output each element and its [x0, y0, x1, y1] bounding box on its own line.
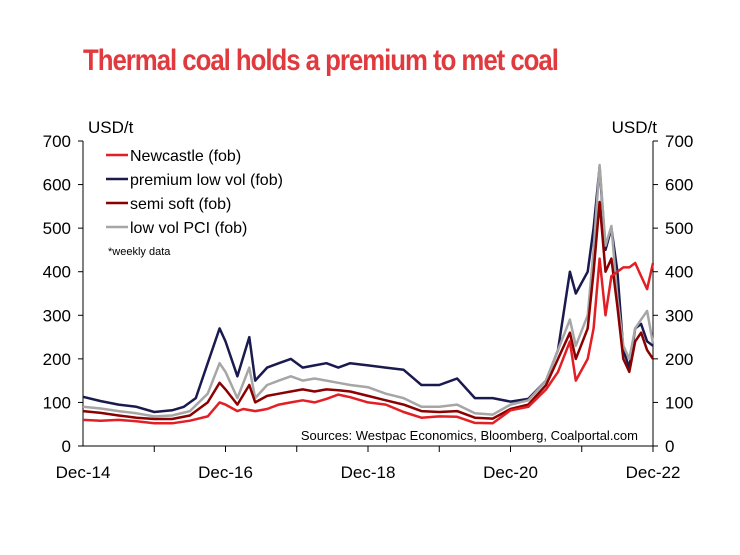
- y-tick-label-left: 700: [43, 132, 71, 151]
- y-axis-unit-right: USD/t: [612, 118, 658, 137]
- legend-label: low vol PCI (fob): [130, 220, 247, 237]
- weekly-data-note: *weekly data: [108, 246, 171, 258]
- y-tick-label-left: 0: [62, 437, 71, 456]
- legend-label: premium low vol (fob): [130, 172, 283, 189]
- x-tick-label: Dec-18: [341, 463, 396, 482]
- source-note: Sources: Westpac Economics, Bloomberg, C…: [301, 428, 638, 443]
- y-tick-label-right: 600: [665, 176, 693, 195]
- series-line-semi-soft-fob: [82, 200, 655, 421]
- y-tick-label-right: 200: [665, 350, 693, 369]
- y-tick-label-left: 400: [43, 263, 71, 282]
- y-tick-label-left: 200: [43, 350, 71, 369]
- y-tick-label-right: 100: [665, 393, 693, 412]
- y-tick-label-left: 100: [43, 393, 71, 412]
- chart-title: Thermal coal holds a premium to met coal: [83, 44, 559, 77]
- y-tick-label-right: 700: [665, 132, 693, 151]
- y-axis-unit-left: USD/t: [88, 118, 134, 137]
- x-tick-label: Dec-22: [626, 463, 681, 482]
- y-tick-label-left: 500: [43, 219, 71, 238]
- y-tick-label-left: 300: [43, 306, 71, 325]
- legend-label: semi soft (fob): [130, 196, 231, 213]
- x-tick-label: Dec-16: [198, 463, 253, 482]
- y-tick-label-right: 300: [665, 306, 693, 325]
- y-tick-label-right: 400: [665, 263, 693, 282]
- x-tick-label: Dec-14: [56, 463, 111, 482]
- legend: Newcastle (fob) premium low vol (fob) semi…: [106, 148, 283, 237]
- y-tick-label-left: 600: [43, 176, 71, 195]
- x-tick-label: Dec-20: [483, 463, 538, 482]
- series-layer: [82, 163, 655, 425]
- y-tick-label-right: 0: [665, 437, 674, 456]
- legend-label: Newcastle (fob): [130, 148, 241, 165]
- y-tick-label-right: 500: [665, 219, 693, 238]
- axes-layer: 0 0 100 100 200 200 300 300 400 400 500 500 600 600 70…: [43, 132, 694, 482]
- series-line-low-vol-pci-fob: [82, 163, 655, 418]
- series-line-newcastle-fob: [82, 257, 655, 425]
